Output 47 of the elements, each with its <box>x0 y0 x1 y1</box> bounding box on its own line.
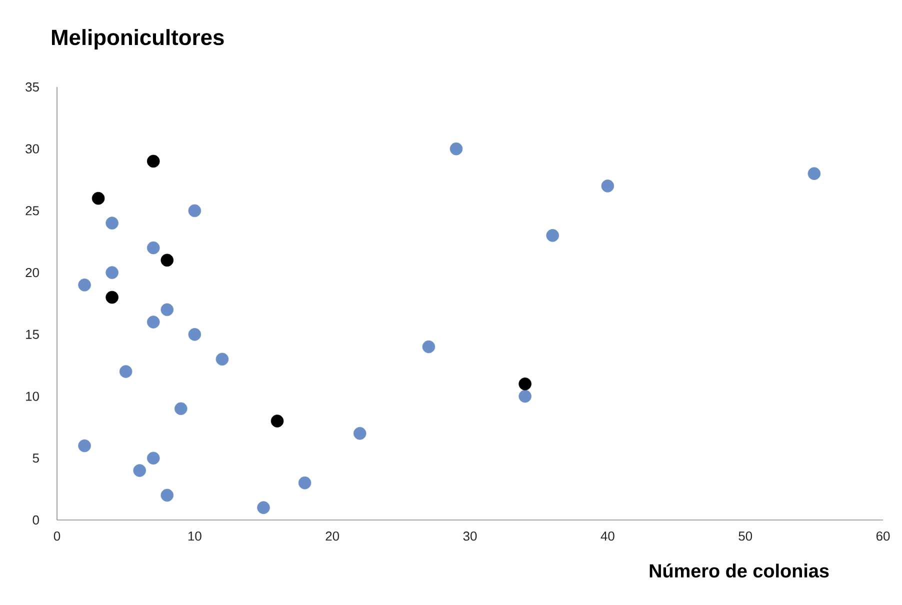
point <box>518 378 532 390</box>
y-tick-label: 30 <box>26 144 39 154</box>
y-tick-label: 35 <box>26 82 39 92</box>
point <box>518 390 532 403</box>
x-axis-title: Número de colonias <box>650 564 829 578</box>
point <box>146 452 160 465</box>
point <box>808 167 821 180</box>
point <box>422 340 436 354</box>
chart-title: Meliponicultores <box>52 29 224 50</box>
point <box>450 142 463 156</box>
point <box>106 290 118 304</box>
point <box>257 501 270 514</box>
point <box>188 204 202 218</box>
point <box>119 365 132 378</box>
x-tick-label: 0 <box>54 532 60 541</box>
point <box>188 328 202 341</box>
point <box>133 464 146 477</box>
y-tick-label: 20 <box>26 268 39 278</box>
x-tick-label: 60 <box>876 532 890 541</box>
point <box>146 154 160 168</box>
point <box>78 439 91 452</box>
point <box>78 278 91 292</box>
point <box>160 254 174 267</box>
point <box>270 414 284 428</box>
y-tick-label: 0 <box>32 515 39 525</box>
point <box>146 316 160 328</box>
point <box>106 266 118 279</box>
point <box>353 427 366 440</box>
point <box>92 192 105 205</box>
point <box>546 229 560 242</box>
x-tick-label: 30 <box>463 532 477 541</box>
y-tick-label: 10 <box>26 392 39 401</box>
point <box>146 241 160 254</box>
y-tick-label: 25 <box>26 206 39 216</box>
point <box>160 488 174 502</box>
point <box>216 352 229 366</box>
point <box>174 402 188 416</box>
point <box>298 476 312 490</box>
point <box>106 216 118 230</box>
y-tick-label: 5 <box>32 454 39 463</box>
x-tick-label: 10 <box>188 532 202 541</box>
x-tick-label: 40 <box>600 532 614 541</box>
point <box>160 303 174 316</box>
y-tick-label: 15 <box>26 330 39 339</box>
x-tick-label: 20 <box>326 532 340 541</box>
x-tick-label: 50 <box>738 532 752 541</box>
point <box>601 180 614 192</box>
